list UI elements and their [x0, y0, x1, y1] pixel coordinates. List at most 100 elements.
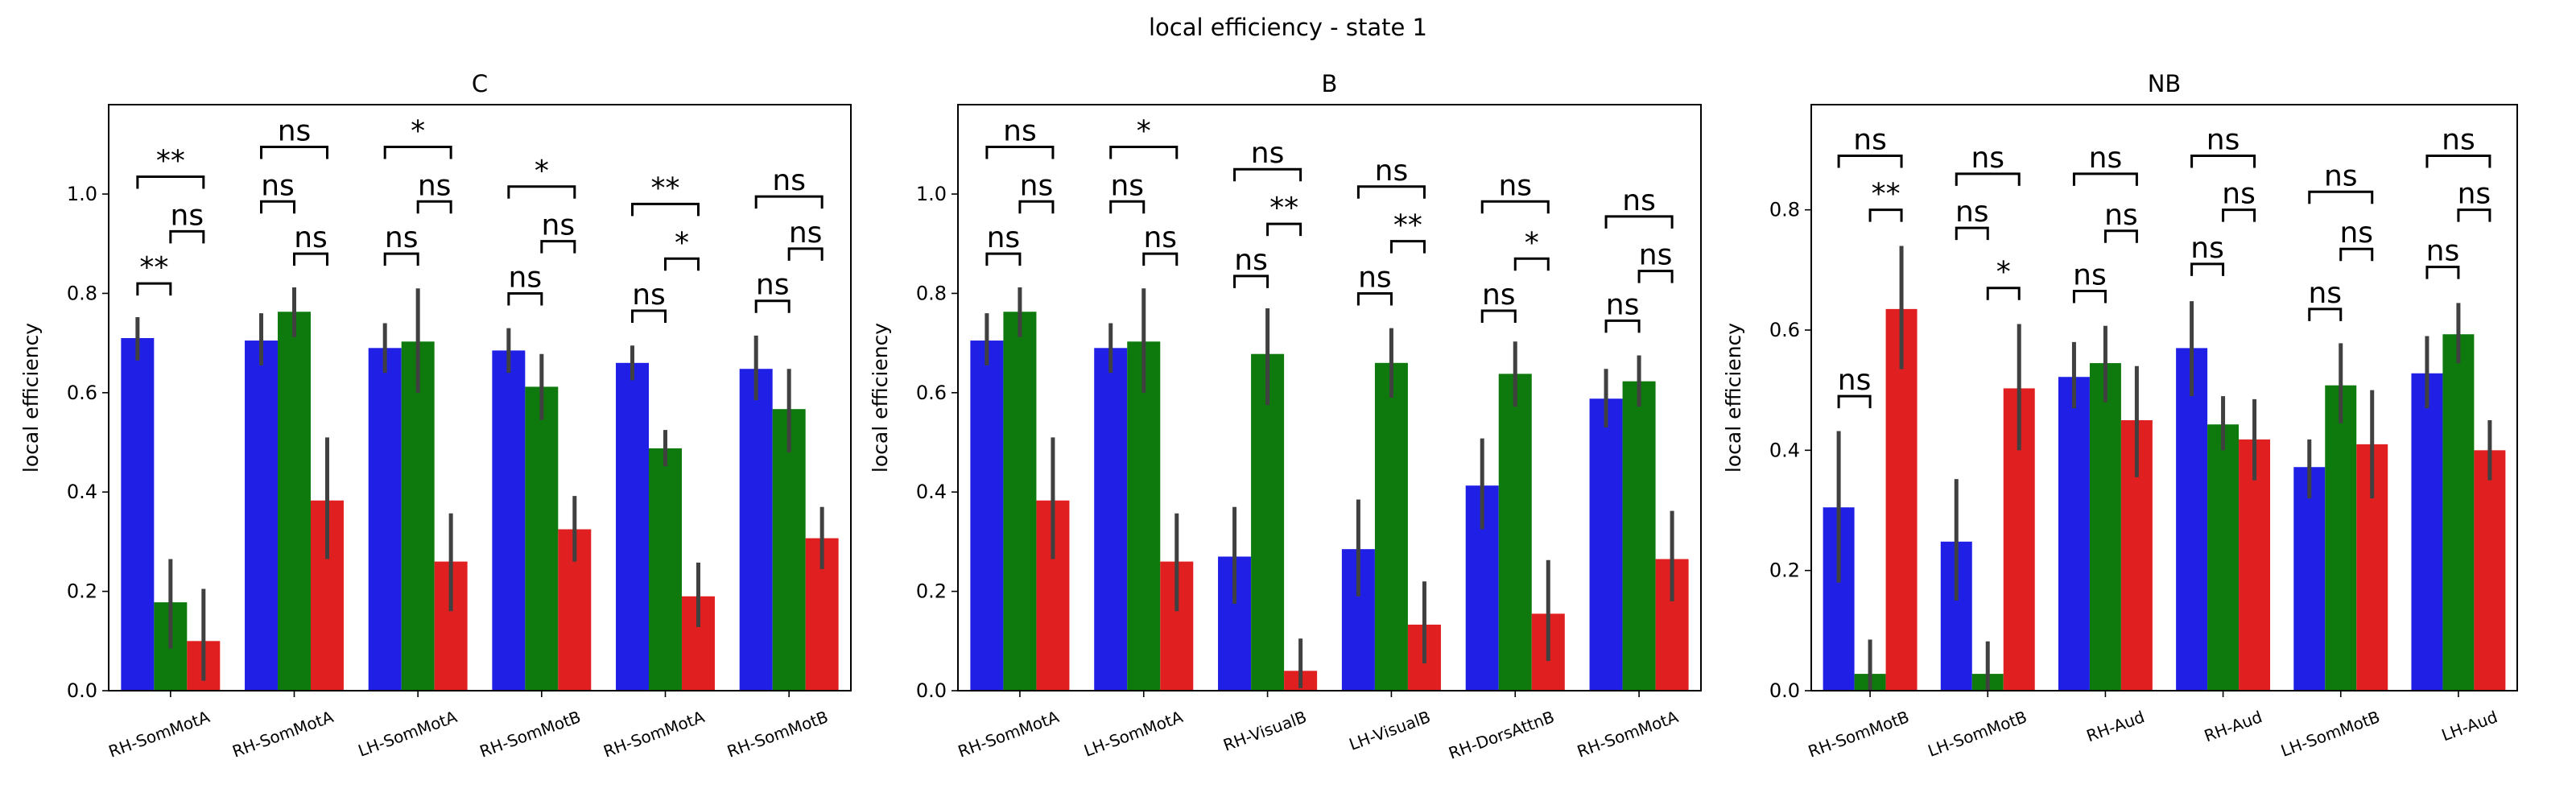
- x-tick-label: RH-Aud: [2084, 707, 2147, 745]
- significance-label: ns: [2222, 178, 2256, 211]
- bar-series-0-cat-4: [2293, 467, 2326, 691]
- x-tick-label: RH-SomMotB: [724, 707, 831, 762]
- y-axis-label: local efficiency: [869, 323, 892, 473]
- significance-bracket: [754, 299, 791, 313]
- significance-label: *: [411, 114, 425, 147]
- significance-bracket: [2190, 154, 2256, 168]
- significance-label: ns: [789, 217, 823, 250]
- y-tick-label: 0.6: [916, 382, 947, 404]
- x-tick-label: RH-Aud: [2202, 707, 2264, 745]
- significance-label: *: [535, 155, 549, 188]
- y-axis-label: local efficiency: [19, 323, 43, 473]
- significance-label: **: [651, 171, 680, 204]
- significance-bracket: [664, 257, 700, 271]
- significance-bracket: [1955, 226, 1989, 241]
- y-tick-label: 0.2: [67, 580, 97, 603]
- bar-series-0-cat-3: [2176, 348, 2208, 691]
- bar-series-0-cat-3: [492, 350, 526, 691]
- x-tick-label: LH-SomMotA: [356, 707, 460, 761]
- y-tick-label: 0.4: [67, 481, 97, 503]
- bar-series-1-cat-2: [401, 341, 435, 691]
- significance-label: **: [139, 251, 168, 284]
- significance-bracket: [1109, 145, 1179, 159]
- x-tick-label: LH-Aud: [2439, 707, 2500, 745]
- significance-bracket: [136, 175, 205, 189]
- significance-label: ns: [509, 261, 543, 294]
- significance-label: ns: [2207, 123, 2240, 156]
- significance-bracket: [2222, 208, 2256, 222]
- significance-bracket: [1513, 257, 1550, 271]
- significance-label: ns: [1143, 221, 1177, 254]
- significance-bracket: [1356, 291, 1393, 306]
- significance-bracket: [1356, 185, 1426, 199]
- y-tick-label: 0.2: [916, 580, 947, 603]
- significance-label: ns: [171, 199, 204, 232]
- significance-label: ns: [2442, 123, 2475, 156]
- bar-series-1-cat-5: [772, 409, 806, 691]
- significance-bracket: [2308, 308, 2343, 321]
- y-tick-label: 0.0: [1769, 679, 1800, 702]
- y-tick-label: 0.6: [67, 382, 97, 404]
- significance-label: ns: [2190, 232, 2224, 265]
- significance-bracket: [1109, 200, 1146, 214]
- significance-bracket: [293, 252, 328, 266]
- bar-series-0-cat-5: [2411, 373, 2443, 691]
- figure-title: local efficiency - state 1: [1149, 14, 1427, 41]
- panel-title: C: [472, 70, 488, 97]
- x-tick-label: RH-SomMotA: [1575, 707, 1681, 762]
- significance-bracket: [631, 309, 667, 324]
- significance-label: ns: [2339, 217, 2373, 250]
- bar-series-0-cat-1: [245, 341, 279, 691]
- significance-bracket: [1266, 222, 1302, 237]
- x-tick-label: RH-SomMotA: [229, 707, 336, 762]
- significance-label: ns: [1234, 244, 1268, 277]
- significance-label: **: [1872, 178, 1901, 211]
- significance-label: ns: [1251, 137, 1285, 170]
- x-tick-label: LH-SomMotA: [1081, 707, 1186, 761]
- significance-bracket: [1986, 287, 2021, 300]
- significance-bracket: [1837, 154, 1903, 168]
- bar-series-0-cat-2: [2058, 377, 2090, 691]
- y-tick-label: 0.4: [916, 481, 947, 503]
- bar-series-0-cat-5: [1589, 398, 1623, 691]
- significance-bracket: [169, 229, 205, 244]
- significance-label: ns: [632, 279, 666, 312]
- significance-bracket: [985, 145, 1055, 159]
- significance-bracket: [1604, 319, 1641, 333]
- significance-label: ns: [1955, 196, 1989, 229]
- significance-label: ns: [756, 269, 790, 302]
- significance-bracket: [2072, 289, 2107, 303]
- significance-bracket: [1480, 309, 1517, 324]
- significance-bracket: [985, 252, 1022, 266]
- significance-label: ns: [987, 221, 1021, 254]
- significance-label: ns: [542, 209, 576, 242]
- significance-bracket: [2190, 262, 2225, 276]
- bar-series-0-cat-5: [739, 369, 773, 691]
- significance-bracket: [2425, 266, 2460, 279]
- significance-bracket: [260, 145, 328, 159]
- x-tick-label: LH-SomMotB: [1926, 707, 2029, 761]
- bar-series-0-cat-0: [121, 337, 155, 691]
- panel-title: NB: [2148, 70, 2182, 97]
- significance-label: ns: [261, 169, 295, 202]
- significance-label: ns: [1639, 239, 1673, 272]
- significance-bracket: [2103, 229, 2138, 243]
- bar-series-1-cat-4: [649, 448, 682, 691]
- x-tick-label: LH-VisualB: [1347, 707, 1433, 754]
- x-tick-label: LH-SomMotB: [2278, 707, 2382, 761]
- bar-series-0-cat-1: [1094, 348, 1128, 691]
- significance-bracket: [2425, 154, 2491, 168]
- bar-series-2-cat-3: [2239, 439, 2271, 691]
- significance-bracket: [1868, 208, 1903, 222]
- significance-label: ns: [1020, 169, 1054, 202]
- y-tick-label: 0.8: [1769, 199, 1800, 221]
- significance-bracket: [2457, 208, 2491, 222]
- significance-label: ns: [772, 164, 806, 197]
- significance-label: ns: [1358, 261, 1392, 294]
- significance-label: ns: [418, 169, 452, 202]
- y-tick-label: 0.0: [67, 679, 97, 702]
- significance-label: ns: [1482, 279, 1516, 312]
- significance-bracket: [787, 247, 824, 261]
- significance-bracket: [260, 200, 295, 214]
